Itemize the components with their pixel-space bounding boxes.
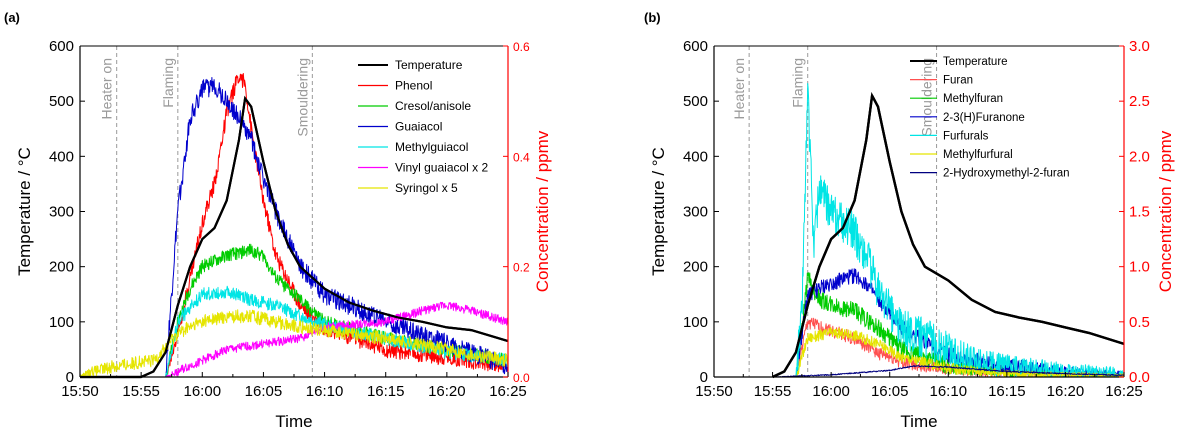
x-axis-title: Time	[900, 412, 937, 431]
annotation-label: Heater on	[731, 58, 747, 119]
y-tick-label-left: 600	[49, 38, 74, 55]
panel-label: (b)	[644, 10, 661, 25]
x-tick-label: 16:25	[489, 383, 527, 400]
x-tick-label: 16:10	[306, 383, 344, 400]
y-tick-label-left: 200	[49, 259, 74, 276]
y-tick-label-left: 600	[683, 38, 708, 55]
legend-label: 2-Hydroxymethyl-2-furan	[943, 168, 1070, 180]
annotation-label: Heater on	[99, 58, 115, 119]
legend-label: Guaiacol	[395, 120, 442, 134]
y-axis-title-left: Temperature / °C	[15, 147, 34, 276]
x-axis-title: Time	[275, 412, 312, 431]
x-tick-label: 16:20	[428, 383, 466, 400]
legend-label: 2-3(H)Furanone	[943, 112, 1025, 124]
legend-label: Syringol x 5	[395, 181, 458, 195]
x-tick-label: 16:20	[1047, 383, 1085, 400]
y-tick-label-right: 1.0	[1129, 259, 1150, 276]
x-tick-label: 16:25	[1105, 383, 1143, 400]
chart-panel-b: (b) Heater on Flaming Smouldering 15:50 15:55…	[644, 10, 1175, 431]
y-tick-label-right: 0.0	[513, 371, 530, 385]
annotation-label: Flaming	[790, 58, 806, 108]
y-tick-label-left: 500	[49, 93, 74, 110]
y-tick-label-right: 2.0	[1129, 148, 1150, 165]
legend-label: Cresol/anisole	[395, 99, 471, 113]
y-tick-label-left: 300	[683, 204, 708, 221]
y-axis-title-right: Concentration / ppmv	[533, 130, 552, 292]
y-axis-title-right: Concentration / ppmv	[1156, 130, 1175, 292]
x-tick-label: 15:50	[695, 383, 733, 400]
x-tick-label: 15:50	[61, 383, 99, 400]
chart-panel-a: (a) Heater on Flaming Smouldering 15:50 15:55…	[4, 10, 552, 431]
y-tick-label-right: 3.0	[1129, 38, 1150, 55]
legend-label: Methylfurfural	[943, 149, 1013, 161]
series-line	[795, 327, 1125, 378]
legend-label: Methylguiacol	[395, 140, 468, 154]
x-tick-label: 16:15	[367, 383, 405, 400]
y-tick-label-right: 0.2	[513, 261, 530, 275]
y-tick-label-left: 0	[700, 369, 708, 386]
legend-label: Furfurals	[943, 130, 989, 142]
legend-label: Furan	[943, 75, 973, 87]
x-tick-label: 16:00	[812, 383, 850, 400]
series-line	[795, 268, 1125, 378]
panel-label: (a)	[4, 10, 20, 25]
y-tick-label-left: 300	[49, 204, 74, 221]
y-tick-label-right: 0.0	[1129, 369, 1150, 386]
x-tick-label: 16:10	[930, 383, 968, 400]
annotation-label: Smouldering	[294, 58, 310, 137]
x-tick-label: 16:05	[245, 383, 283, 400]
legend-label: Phenol	[395, 79, 432, 93]
y-tick-label-right: 2.5	[1129, 93, 1150, 110]
y-tick-label-left: 100	[49, 314, 74, 331]
legend-label: Temperature	[943, 56, 1008, 68]
x-tick-label: 15:55	[754, 383, 792, 400]
y-tick-label-left: 0	[66, 369, 74, 386]
temperature-line	[80, 95, 509, 379]
annotation-label: Smouldering	[919, 58, 935, 137]
temperature-line	[772, 91, 1125, 379]
legend-label: Methylfuran	[943, 93, 1003, 105]
y-tick-label-right: 0.6	[513, 40, 530, 54]
legend-label: Temperature	[395, 58, 463, 72]
x-tick-label: 16:00	[184, 383, 222, 400]
x-tick-label: 16:15	[988, 383, 1026, 400]
y-tick-label-right: 0.5	[1129, 314, 1150, 331]
x-tick-label: 15:55	[122, 383, 160, 400]
y-tick-label-left: 500	[683, 93, 708, 110]
series-line	[79, 309, 509, 378]
y-tick-label-left: 400	[683, 148, 708, 165]
x-tick-label: 16:05	[871, 383, 909, 400]
y-tick-label-left: 400	[49, 148, 74, 165]
annotation-label: Flaming	[160, 58, 176, 108]
y-tick-label-right: 0.4	[513, 150, 530, 164]
y-axis-title-left: Temperature / °C	[649, 147, 668, 276]
y-tick-label-left: 200	[683, 259, 708, 276]
y-tick-label-right: 1.5	[1129, 204, 1150, 221]
y-tick-label-left: 100	[683, 314, 708, 331]
legend-label: Vinyl guaiacol x 2	[395, 161, 488, 175]
